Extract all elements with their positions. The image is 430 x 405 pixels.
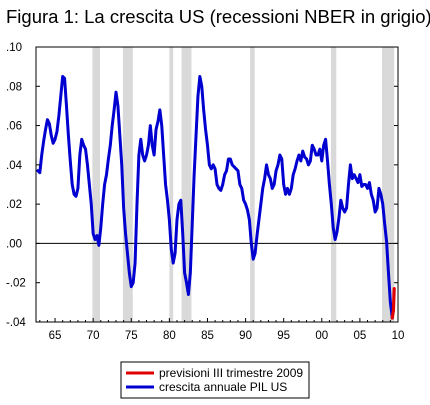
x-tick-label: 85 bbox=[201, 330, 214, 342]
legend-box bbox=[120, 361, 310, 399]
x-tick-label: 90 bbox=[239, 330, 252, 342]
recession-band bbox=[122, 47, 133, 322]
series-line-gdp-growth bbox=[36, 74, 394, 320]
x-tick-label: 75 bbox=[125, 330, 138, 342]
recession-bands bbox=[92, 47, 395, 322]
recession-band bbox=[92, 47, 101, 322]
x-tick-label: 00 bbox=[315, 330, 328, 342]
x-tick-label: 05 bbox=[353, 330, 366, 342]
recession-band bbox=[181, 47, 192, 322]
y-tick-label: .10 bbox=[6, 42, 22, 54]
recession-band bbox=[381, 47, 395, 322]
x-tick-label: 95 bbox=[277, 330, 290, 342]
y-tick-label: .04 bbox=[6, 160, 23, 172]
y-tick-label: .08 bbox=[6, 81, 22, 93]
chart-title: Figura 1: La crescita US (recessioni NBE… bbox=[6, 6, 430, 27]
y-tick-label: .06 bbox=[6, 121, 22, 133]
y-tick-label: -.04 bbox=[6, 317, 26, 329]
axis-ticks: -.04 -.02 .00 .02 .04 .06 .08 .10 65 70 75 80 85 90 95… bbox=[6, 42, 404, 342]
x-tick-label: 70 bbox=[87, 330, 100, 342]
x-tick-label: 80 bbox=[163, 330, 176, 342]
series-line-forecast bbox=[390, 287, 396, 320]
series-lines bbox=[36, 74, 396, 320]
y-tick-label: .00 bbox=[6, 238, 22, 250]
x-tick-label: 65 bbox=[49, 330, 62, 342]
recession-band bbox=[330, 47, 337, 322]
plot-border bbox=[35, 46, 399, 323]
recession-band bbox=[250, 47, 255, 322]
plot-frame bbox=[35, 46, 399, 323]
y-tick-label: .02 bbox=[6, 199, 22, 211]
legend-label: crescita annuale PIL US bbox=[159, 380, 287, 394]
legend-label: previsioni III trimestre 2009 bbox=[159, 366, 303, 380]
x-tick-label: 10 bbox=[392, 330, 405, 342]
y-tick-label: -.02 bbox=[6, 278, 26, 290]
recession-band bbox=[169, 47, 174, 322]
